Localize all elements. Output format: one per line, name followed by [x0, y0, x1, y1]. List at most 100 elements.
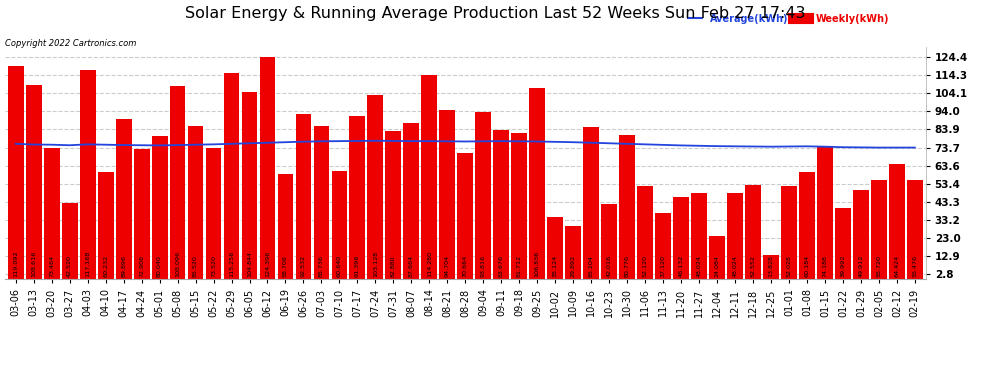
Text: 85.736: 85.736 [319, 255, 324, 277]
Bar [314, 126, 330, 279]
Text: 106.836: 106.836 [535, 251, 540, 277]
Bar [673, 197, 689, 279]
Bar [277, 174, 293, 279]
Text: 49.912: 49.912 [858, 255, 863, 277]
Text: 93.816: 93.816 [481, 255, 486, 277]
Bar [817, 147, 833, 279]
Text: 24.084: 24.084 [715, 255, 720, 277]
Text: 108.616: 108.616 [32, 251, 37, 277]
Bar [98, 172, 114, 279]
Text: 73.464: 73.464 [50, 255, 54, 277]
Bar [457, 153, 473, 279]
Text: 52.028: 52.028 [786, 255, 791, 277]
Text: 108.096: 108.096 [175, 251, 180, 277]
Text: 94.704: 94.704 [445, 255, 449, 277]
Text: 55.720: 55.720 [876, 255, 881, 277]
Bar [116, 118, 132, 279]
Bar [493, 130, 509, 279]
Bar [259, 57, 275, 279]
Text: 72.908: 72.908 [140, 255, 145, 277]
Bar [151, 136, 167, 279]
Text: 92.532: 92.532 [301, 255, 306, 277]
Legend: Average(kWh), Weekly(kWh): Average(kWh), Weekly(kWh) [684, 10, 893, 28]
Text: 52.552: 52.552 [750, 255, 755, 277]
Text: 13.828: 13.828 [768, 255, 773, 277]
Bar [511, 133, 527, 279]
Bar [404, 123, 420, 279]
Text: 103.128: 103.128 [373, 251, 378, 277]
Bar [601, 204, 617, 279]
Bar [763, 255, 779, 279]
Text: 87.664: 87.664 [409, 255, 414, 277]
Bar [745, 185, 761, 279]
Bar [385, 131, 401, 279]
Bar [169, 86, 185, 279]
Text: 104.844: 104.844 [248, 251, 252, 277]
Bar [655, 213, 671, 279]
Bar [367, 95, 383, 279]
Bar [349, 116, 365, 279]
Text: 115.256: 115.256 [229, 251, 234, 277]
Bar [547, 216, 563, 279]
Text: 124.396: 124.396 [265, 251, 270, 277]
Bar [188, 126, 204, 279]
Bar [440, 110, 455, 279]
Text: 114.280: 114.280 [427, 251, 432, 277]
Text: 46.132: 46.132 [678, 255, 683, 277]
Text: 58.708: 58.708 [283, 255, 288, 277]
Text: 83.676: 83.676 [499, 255, 504, 277]
Text: 70.664: 70.664 [462, 255, 468, 277]
Text: 35.124: 35.124 [552, 255, 557, 277]
Bar [61, 203, 77, 279]
Text: 85.204: 85.204 [589, 255, 594, 277]
Text: Solar Energy & Running Average Production Last 52 Weeks Sun Feb 27 17:43: Solar Energy & Running Average Productio… [185, 6, 805, 21]
Bar [475, 112, 491, 279]
Bar [422, 75, 438, 279]
Bar [583, 127, 599, 279]
Text: 91.396: 91.396 [354, 255, 360, 277]
Bar [242, 92, 257, 279]
Bar [709, 236, 725, 279]
Bar [727, 194, 742, 279]
Bar [619, 135, 635, 279]
Text: 73.520: 73.520 [211, 255, 216, 277]
Text: 82.880: 82.880 [391, 256, 396, 277]
Text: 80.776: 80.776 [625, 255, 630, 277]
Text: 117.168: 117.168 [85, 251, 90, 277]
Bar [206, 148, 222, 279]
Text: 52.120: 52.120 [643, 255, 647, 277]
Bar [691, 194, 707, 279]
Bar [332, 171, 347, 279]
Text: 119.092: 119.092 [13, 251, 18, 277]
Bar [80, 70, 96, 279]
Text: 60.184: 60.184 [805, 255, 810, 277]
Text: 85.520: 85.520 [193, 255, 198, 277]
Text: Copyright 2022 Cartronics.com: Copyright 2022 Cartronics.com [5, 39, 137, 48]
Bar [781, 186, 797, 279]
Text: 48.024: 48.024 [697, 255, 702, 277]
Text: 42.520: 42.520 [67, 255, 72, 277]
Bar [638, 186, 653, 279]
Text: 81.712: 81.712 [517, 255, 522, 277]
Bar [565, 226, 581, 279]
Bar [871, 180, 887, 279]
Bar [889, 164, 905, 279]
Text: 29.892: 29.892 [570, 255, 576, 277]
Text: 60.232: 60.232 [103, 255, 108, 277]
Text: 60.640: 60.640 [337, 255, 342, 277]
Bar [8, 66, 24, 279]
Bar [44, 148, 59, 279]
Bar [26, 85, 42, 279]
Text: 55.476: 55.476 [913, 255, 918, 277]
Bar [296, 114, 312, 279]
Text: 42.016: 42.016 [607, 255, 612, 277]
Bar [799, 172, 815, 279]
Text: 74.188: 74.188 [823, 255, 828, 277]
Bar [134, 149, 149, 279]
Bar [224, 73, 240, 279]
Bar [835, 208, 850, 279]
Text: 39.992: 39.992 [841, 255, 845, 277]
Text: 80.040: 80.040 [157, 255, 162, 277]
Text: 89.896: 89.896 [121, 255, 126, 277]
Bar [907, 180, 923, 279]
